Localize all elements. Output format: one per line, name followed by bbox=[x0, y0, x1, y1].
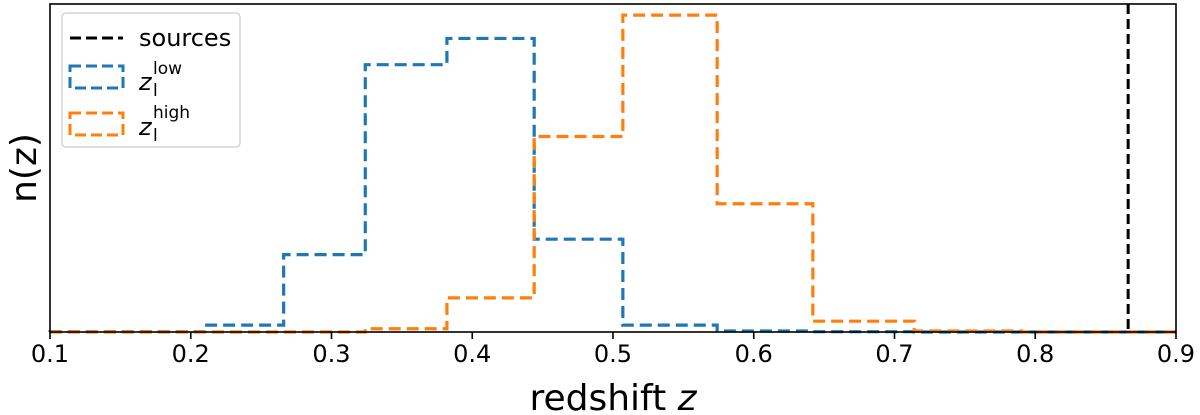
x-tick-label: 0.2 bbox=[172, 340, 210, 368]
histogram-step-line bbox=[48, 36, 1176, 334]
histogram-bin bbox=[365, 65, 447, 332]
legend-zhigh-var: z bbox=[138, 113, 153, 141]
legend-zlow-sup: low bbox=[153, 59, 182, 79]
legend-zlow-swatch bbox=[68, 64, 125, 90]
legend-sources-label: sources bbox=[139, 24, 231, 52]
legend-zhigh-swatch bbox=[68, 111, 125, 137]
x-tick-label: 0.6 bbox=[735, 340, 773, 368]
histogram-bin bbox=[623, 15, 717, 332]
x-tick-label: 0.1 bbox=[31, 340, 69, 368]
x-axis-ticks: 0.1 0.2 0.3 0.4 0.5 0.6 0.7 0.8 0.9 bbox=[31, 332, 1195, 368]
legend-zhigh-sub: l bbox=[153, 126, 158, 146]
legend-zhigh-sup: high bbox=[153, 103, 190, 123]
x-tick-label: 0.4 bbox=[453, 340, 491, 368]
y-axis-label: n(z) bbox=[4, 133, 45, 203]
legend-zlow-var: z bbox=[138, 68, 153, 96]
x-axis-label: redshift z bbox=[529, 378, 697, 415]
x-tick-label: 0.8 bbox=[1016, 340, 1054, 368]
histogram-bin bbox=[813, 321, 914, 332]
series-zl-low bbox=[48, 36, 1176, 334]
histogram-bin bbox=[284, 255, 366, 332]
x-tick-label: 0.5 bbox=[594, 340, 632, 368]
x-axis-label-text: redshift bbox=[529, 378, 666, 415]
histogram-bin bbox=[717, 204, 813, 332]
legend: sources z l low z l high bbox=[61, 12, 241, 148]
x-tick-label: 0.9 bbox=[1157, 340, 1195, 368]
legend-zlow-sub: l bbox=[153, 81, 158, 101]
histogram-bin bbox=[447, 298, 534, 332]
x-axis-label-var: z bbox=[677, 378, 698, 415]
histogram-bin bbox=[447, 38, 534, 332]
histogram-bin bbox=[534, 137, 623, 332]
x-tick-label: 0.7 bbox=[875, 340, 913, 368]
x-tick-label: 0.3 bbox=[312, 340, 350, 368]
